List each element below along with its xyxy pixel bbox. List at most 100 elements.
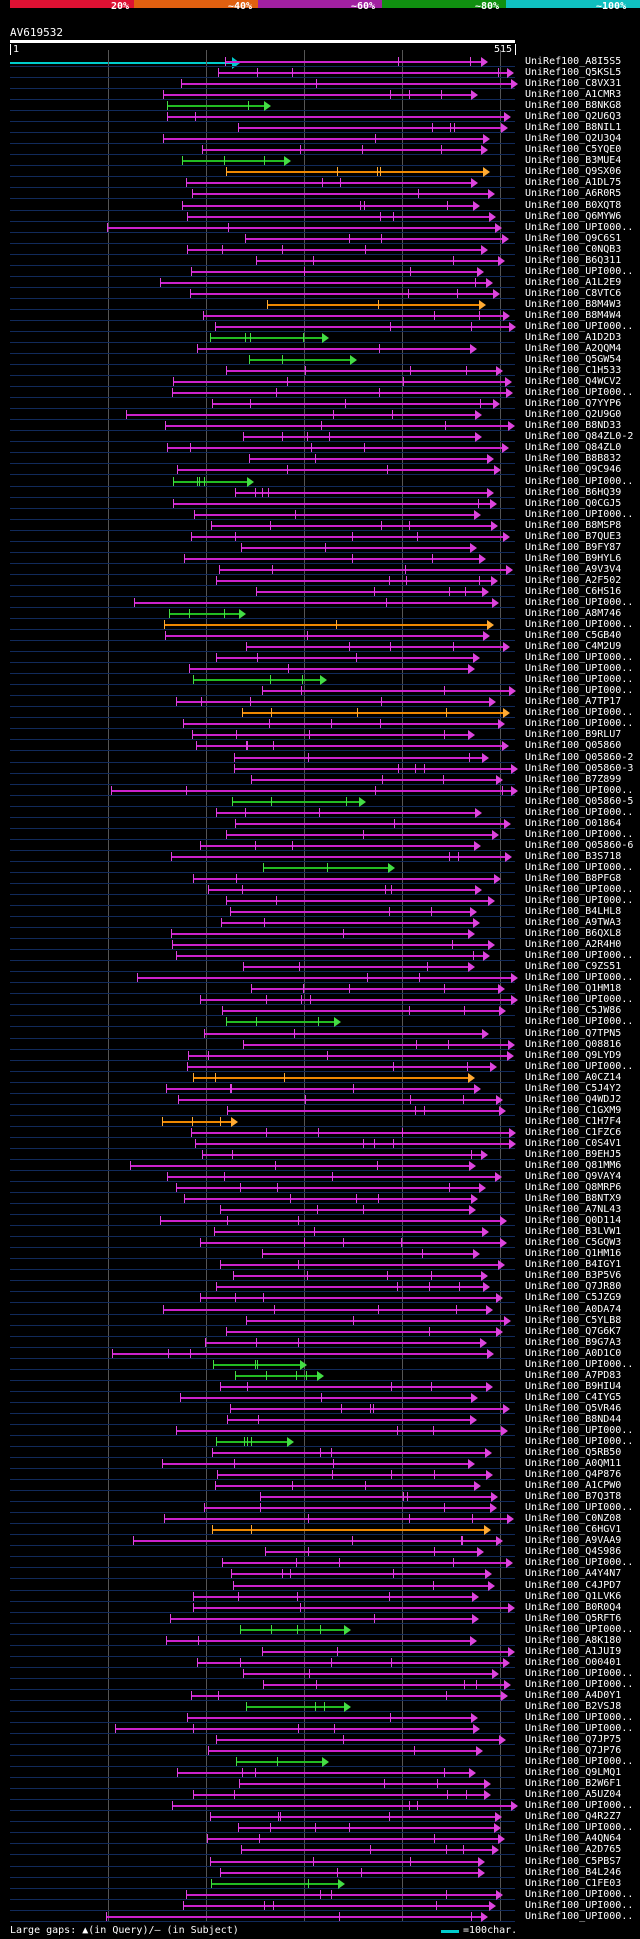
hit-bar[interactable] [115, 1728, 475, 1731]
hit-bar[interactable] [176, 955, 485, 958]
hit-label[interactable]: UniRef100_C8VTC6 [525, 287, 622, 299]
hit-label[interactable]: UniRef100_Q9SX06 [525, 166, 622, 178]
hit-bar[interactable] [191, 1131, 511, 1134]
hit-bar[interactable] [208, 889, 477, 891]
hit-bar[interactable] [217, 1474, 488, 1477]
hit-label[interactable]: UniRef100_Q7G6K7 [525, 1325, 622, 1337]
hit-label[interactable]: UniRef100_B8M4W4 [525, 309, 622, 321]
hit-bar[interactable] [172, 392, 508, 395]
hit-label[interactable]: UniRef100_B4L246 [525, 1866, 622, 1878]
hit-bar[interactable] [166, 1087, 476, 1090]
hit-bar[interactable] [166, 1639, 472, 1642]
hit-label[interactable]: UniRef100_A6R0R5 [525, 188, 622, 200]
hit-bar[interactable] [172, 944, 490, 947]
hit-label[interactable]: UniRef100_Q0CGJ5 [525, 497, 622, 509]
hit-label[interactable]: UniRef100_C6HS16 [525, 585, 622, 597]
hit-label[interactable]: UniRef100_Q05860-6 [525, 839, 634, 851]
hit-label[interactable]: UniRef100_UPI000.. [525, 1756, 634, 1768]
hit-label[interactable]: UniRef100_A1D2D3 [525, 332, 622, 343]
hit-label[interactable]: UniRef100_B9HIU4 [525, 1380, 622, 1392]
hit-label[interactable]: UniRef100_B2W6F1 [525, 1778, 622, 1790]
hit-bar[interactable] [171, 933, 470, 936]
hit-label[interactable]: UniRef100_UPI000.. [525, 884, 634, 895]
hit-bar[interactable] [191, 1694, 503, 1697]
hit-bar[interactable] [167, 105, 266, 108]
hit-bar[interactable] [196, 745, 504, 748]
hit-label[interactable]: UniRef100_UPI000.. [525, 861, 634, 873]
hit-bar[interactable] [137, 977, 513, 980]
hit-label[interactable]: UniRef100_C5J4Y2 [525, 1082, 622, 1094]
hit-bar[interactable] [241, 1849, 494, 1852]
hit-label[interactable]: UniRef100_C6HGV1 [525, 1524, 622, 1536]
hit-bar[interactable] [226, 900, 490, 903]
hit-bar[interactable] [216, 1286, 485, 1289]
hit-bar[interactable] [221, 922, 475, 925]
hit-label[interactable]: UniRef100_Q7YYP6 [525, 398, 622, 410]
hit-bar[interactable] [226, 1021, 336, 1024]
hit-label[interactable]: UniRef100_A9TWA3 [525, 917, 622, 929]
hit-label[interactable]: UniRef100_Q5RFT6 [525, 1612, 622, 1624]
hit-label[interactable]: UniRef100_A1JUI9 [525, 1645, 622, 1657]
hit-label[interactable]: UniRef100_B9HYL6 [525, 552, 622, 564]
hit-label[interactable]: UniRef100_B8NTX9 [525, 1193, 622, 1205]
hit-bar[interactable] [262, 690, 511, 693]
hit-bar[interactable] [212, 1529, 486, 1532]
hit-bar[interactable] [106, 1915, 483, 1918]
hit-bar[interactable] [265, 1551, 479, 1554]
hit-label[interactable]: UniRef100_Q4WDJ2 [525, 1093, 622, 1105]
hit-label[interactable]: UniRef100_B8ND33 [525, 420, 622, 432]
hit-label[interactable]: UniRef100_B4IGY1 [525, 1259, 622, 1271]
hit-label[interactable]: UniRef100_C8VX31 [525, 78, 622, 90]
hit-label[interactable]: UniRef100_A4D0Y1 [525, 1689, 622, 1701]
hit-bar[interactable] [215, 1485, 476, 1488]
hit-bar[interactable] [111, 789, 513, 792]
hit-bar[interactable] [177, 1772, 471, 1775]
hit-label[interactable]: UniRef100_B8NIL1 [525, 122, 622, 134]
hit-label[interactable]: UniRef100_Q5GW54 [525, 354, 622, 366]
hit-bar[interactable] [226, 171, 485, 174]
hit-bar[interactable] [197, 1661, 505, 1664]
hit-bar[interactable] [219, 568, 508, 571]
hit-label[interactable]: UniRef100_Q84ZL0-2 [525, 431, 634, 443]
hit-bar[interactable] [243, 1043, 510, 1046]
hit-bar[interactable] [216, 657, 475, 660]
hit-bar[interactable] [191, 535, 505, 538]
hit-bar[interactable] [262, 1253, 475, 1256]
hit-label[interactable]: UniRef100_UPI000.. [525, 1060, 634, 1072]
hit-bar[interactable] [170, 1617, 474, 1620]
hit-label[interactable]: UniRef100_B6QXL8 [525, 928, 622, 940]
hit-label[interactable]: UniRef100_A0QM11 [525, 1458, 622, 1470]
hit-bar[interactable] [230, 911, 472, 914]
hit-bar[interactable] [227, 1109, 501, 1112]
hit-bar[interactable] [176, 701, 491, 704]
hit-label[interactable]: UniRef100_Q0D114 [525, 1215, 622, 1227]
hit-bar[interactable] [263, 1683, 506, 1686]
hit-bar[interactable] [194, 513, 476, 516]
hit-bar[interactable] [260, 1496, 493, 1499]
hit-bar[interactable] [222, 1010, 501, 1013]
hit-label[interactable]: UniRef100_C1H533 [525, 365, 622, 377]
hit-bar[interactable] [184, 1198, 473, 1201]
hit-label[interactable]: UniRef100_UPI000.. [525, 707, 634, 719]
hit-label[interactable]: UniRef100_C9ZS51 [525, 961, 622, 973]
hit-label[interactable]: UniRef100_UPI000.. [525, 1623, 634, 1635]
hit-label[interactable]: UniRef100_Q9VAY4 [525, 1171, 622, 1183]
hit-bar[interactable] [163, 1308, 488, 1311]
hit-label[interactable]: UniRef100_A1L2E9 [525, 276, 622, 288]
hit-label[interactable]: UniRef100_Q7JP75 [525, 1734, 622, 1746]
hit-label[interactable]: UniRef100_C1FZC6 [525, 1126, 622, 1138]
hit-label[interactable]: UniRef100_UPI000.. [525, 619, 634, 631]
hit-label[interactable]: UniRef100_UPI000.. [525, 320, 634, 332]
hit-bar[interactable] [232, 800, 361, 803]
hit-bar[interactable] [178, 1098, 498, 1101]
hit-bar[interactable] [227, 1418, 472, 1421]
hit-bar[interactable] [262, 1650, 510, 1653]
hit-bar[interactable] [220, 1385, 488, 1388]
hit-label[interactable]: UniRef100_C0NZ08 [525, 1513, 622, 1525]
hit-label[interactable]: UniRef100_A2QQM4 [525, 343, 622, 355]
hit-label[interactable]: UniRef100_Q1LVK6 [525, 1590, 622, 1602]
hit-label[interactable]: UniRef100_A0DA74 [525, 1303, 622, 1315]
hit-bar[interactable] [202, 149, 483, 152]
hit-bar[interactable] [216, 811, 477, 814]
hit-bar[interactable] [212, 403, 495, 406]
